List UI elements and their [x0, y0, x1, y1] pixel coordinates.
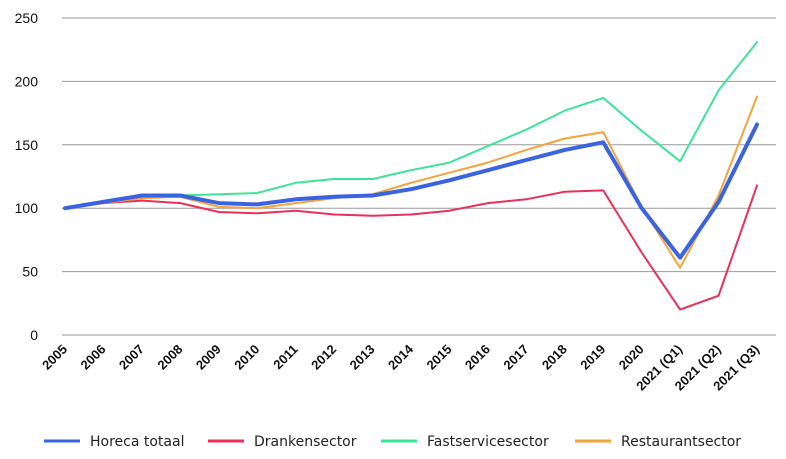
y-tick-label: 50 [22, 264, 38, 280]
series-line-restaurantsector [64, 95, 758, 269]
x-tick-label: 2013 [347, 342, 378, 373]
legend-label: Restaurantsector [621, 434, 741, 450]
legend-item: Horeca totaal [44, 434, 184, 450]
x-tick-label: 2006 [78, 342, 109, 373]
series-lines [63, 41, 759, 311]
x-tick-label: 2005 [39, 342, 70, 373]
legend-item: Fastservicesector [381, 434, 549, 450]
series-line-horeca-totaal [63, 122, 759, 260]
x-tick-label: 2016 [462, 342, 493, 373]
series-line-drankensector [64, 184, 758, 311]
x-tick-label: 2011 [270, 342, 301, 373]
legend-item: Restaurantsector [575, 434, 741, 450]
x-axis-ticks: 2005 2006 2007 2008 2009 2010 2011 2012 2013 2014… [39, 341, 762, 394]
legend: Horeca totaal Drankensector Fastservicesec… [44, 434, 741, 450]
x-tick-label: 2015 [424, 342, 455, 373]
x-tick-label: 2008 [154, 342, 185, 373]
y-tick-label: 200 [15, 73, 39, 89]
y-tick-label: 250 [15, 10, 39, 26]
x-tick-label: 2020 [616, 342, 647, 373]
y-tick-label: 0 [30, 327, 38, 343]
gridlines [62, 17, 776, 336]
x-tick-label: 2012 [308, 342, 339, 373]
legend-label: Horeca totaal [90, 434, 184, 450]
x-tick-label: 2018 [539, 342, 570, 373]
x-tick-label: 2007 [116, 342, 147, 373]
y-axis-ticks: 0 50 100 150 200 250 [15, 10, 39, 343]
y-tick-label: 100 [15, 200, 39, 216]
x-tick-label: 2017 [500, 342, 531, 373]
legend-item: Drankensector [208, 434, 357, 450]
y-tick-label: 150 [15, 137, 39, 153]
legend-label: Drankensector [254, 434, 357, 450]
legend-label: Fastservicesector [427, 434, 549, 450]
x-tick-label: 2010 [231, 342, 262, 373]
x-tick-label: 2019 [577, 342, 608, 373]
x-tick-label: 2009 [193, 342, 224, 373]
x-tick-label: 2014 [385, 341, 417, 373]
